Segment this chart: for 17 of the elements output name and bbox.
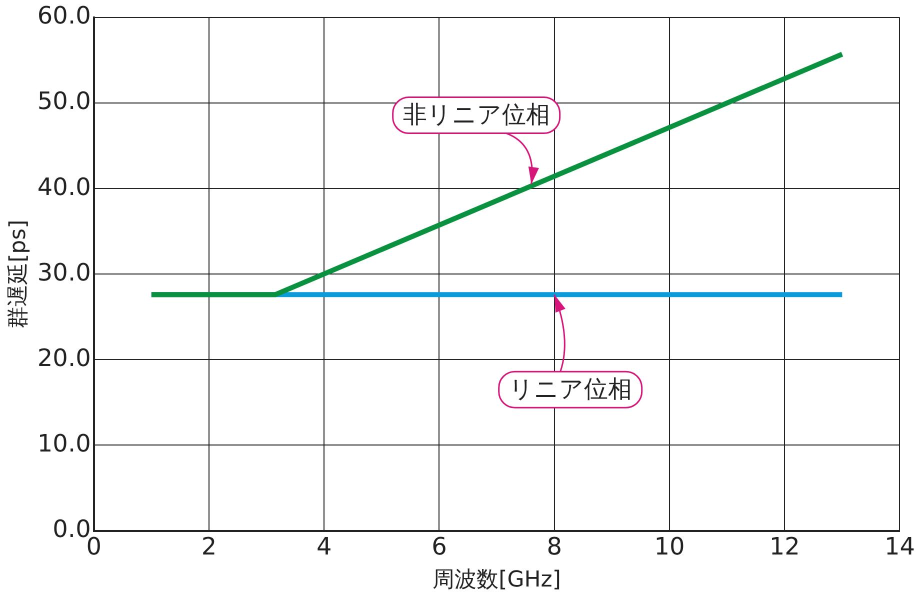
- y-tick-label: 30.0: [37, 258, 91, 286]
- y-tick-label: 60.0: [37, 2, 91, 30]
- x-tick-label: 10: [654, 532, 685, 560]
- y-tick-label: 50.0: [37, 87, 91, 116]
- x-axis-title: 周波数[GHz]: [432, 568, 561, 593]
- annotation: リニア位相: [508, 374, 632, 403]
- y-axis-title: 群遅延[ps]: [6, 220, 31, 328]
- y-tick-label: 40.0: [37, 172, 91, 201]
- x-tick-label: 12: [769, 532, 800, 560]
- x-tick-label: 6: [432, 532, 447, 560]
- x-tick-label: 2: [201, 532, 217, 560]
- y-tick-label: 20.0: [37, 344, 91, 372]
- y-tick-label: 10.0: [37, 429, 91, 458]
- annotation: 非リニア位相: [402, 100, 550, 128]
- x-tick-label: 14: [884, 532, 916, 560]
- x-tick-label: 4: [316, 532, 332, 560]
- x-tick-label: 8: [546, 532, 562, 560]
